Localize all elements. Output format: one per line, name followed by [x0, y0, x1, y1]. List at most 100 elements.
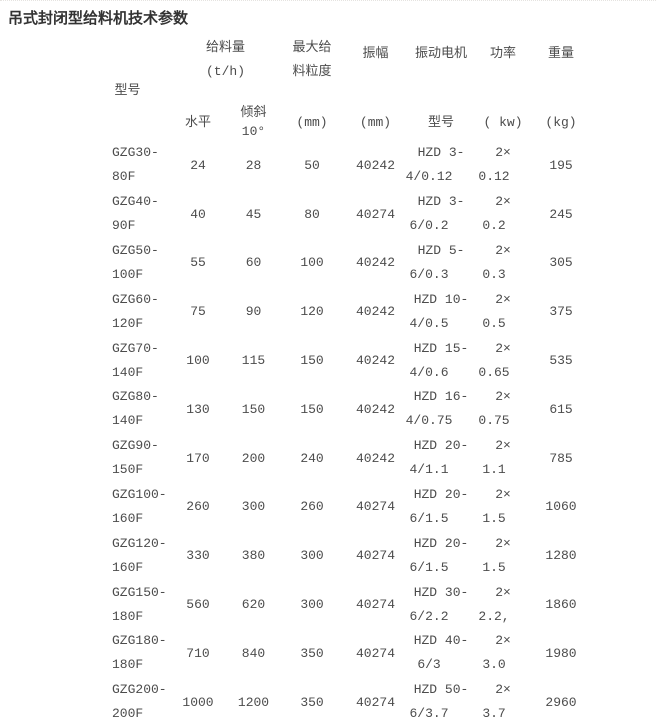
- model-line1: GZG180-: [112, 633, 167, 649]
- model-line2: 140F: [112, 413, 144, 429]
- col-header-weight-unit: (kg): [545, 114, 577, 130]
- power-line1: 2×: [495, 194, 511, 210]
- weight-cell: 1980: [545, 645, 577, 661]
- power-cell: 2× 0.3: [474, 239, 532, 288]
- model-line2: 180F: [112, 608, 144, 624]
- weight-cell: 785: [549, 450, 573, 466]
- table-row: GZG180- 180F 710 840 350 40274 HZD 40- 6…: [85, 629, 590, 678]
- amplitude-cell: 40274: [356, 548, 396, 564]
- power-cell: 2× 0.75: [474, 385, 532, 434]
- model-line2: 120F: [112, 315, 144, 331]
- model-line1: GZG30-: [112, 145, 159, 161]
- col-header-weight: 重量: [548, 46, 575, 61]
- feed-rate-unit: (t/h): [206, 64, 246, 79]
- model-line1: GZG200-: [112, 682, 167, 698]
- model-line2: 100F: [112, 266, 144, 282]
- inclined-label-line2: 10°: [241, 124, 266, 139]
- amplitude-cell: 40242: [356, 304, 396, 320]
- power-line2: 0.2: [482, 218, 506, 234]
- power-cell: 2× 2.2,: [474, 580, 532, 629]
- feed-inclined-cell: 28: [245, 157, 262, 173]
- amplitude-cell: 40242: [356, 157, 396, 173]
- power-line1: 2×: [495, 633, 511, 649]
- model-cell: GZG100- 160F: [85, 483, 170, 532]
- motor-model-line1: HZD 5-: [417, 242, 465, 258]
- col-header-power-unit: ( kw): [483, 114, 523, 130]
- model-line1: GZG120-: [112, 535, 167, 551]
- power-cell: 2× 3.0: [474, 629, 532, 678]
- model-line2: 200F: [112, 706, 144, 722]
- feed-horizontal-cell: 75: [190, 304, 206, 320]
- motor-model-cell: HZD 20- 6/1.5: [408, 531, 474, 580]
- feed-horizontal-cell: 130: [186, 401, 210, 417]
- motor-model-line1: HZD 30-: [413, 584, 469, 600]
- max-particle-cell: 300: [300, 548, 324, 564]
- top-divider: [0, 0, 656, 1]
- max-particle-cell: 240: [300, 450, 324, 466]
- motor-model-line1: HZD 20-: [413, 535, 469, 551]
- model-cell: GZG30- 80F: [85, 141, 170, 190]
- power-line2: 0.75: [478, 413, 510, 429]
- amplitude-cell: 40242: [356, 353, 396, 369]
- table-row: GZG80- 140F 130 150 150 40242 HZD 16- 4/…: [85, 385, 590, 434]
- amplitude-cell: 40242: [356, 401, 396, 417]
- col-header-amplitude-unit: (mm): [359, 114, 392, 130]
- power-cell: 2× 0.65: [474, 336, 532, 385]
- motor-model-line1: HZD 50-: [413, 682, 469, 698]
- power-line1: 2×: [495, 340, 511, 356]
- feed-horizontal-cell: 560: [186, 597, 210, 613]
- power-line2: 0.12: [478, 169, 510, 185]
- weight-cell: 305: [549, 255, 573, 271]
- motor-model-cell: HZD 3- 4/0.12: [406, 141, 474, 190]
- feed-inclined-cell: 150: [241, 401, 266, 417]
- col-header-feed-rate: 给料量 (t/h): [170, 35, 281, 103]
- feed-inclined-cell: 300: [241, 499, 266, 515]
- power-cell: 2× 1.5: [474, 531, 532, 580]
- max-particle-cell: 50: [304, 157, 320, 173]
- col-header-motor: 振动电机: [415, 46, 468, 61]
- feed-rate-label: 给料量: [206, 40, 246, 55]
- power-cell: 2× 1.1: [474, 434, 532, 483]
- motor-model-line2: 6/0.2: [409, 218, 449, 234]
- model-line2: 90F: [112, 218, 136, 234]
- model-cell: GZG90- 150F: [85, 434, 170, 483]
- table-row: GZG200- 200F 1000 1200 350 40274 HZD 50-…: [85, 678, 590, 727]
- model-line2: 160F: [112, 510, 144, 526]
- motor-model-line2: 4/1.1: [409, 462, 449, 478]
- power-line1: 2×: [495, 584, 511, 600]
- feed-horizontal-cell: 40: [190, 206, 206, 222]
- inclined-label-line1: 倾斜: [240, 105, 267, 120]
- model-line1: GZG50-: [112, 242, 159, 258]
- motor-model-line1: HZD 20-: [413, 438, 469, 454]
- header-row-top: 型号 给料量 (t/h) 最大给 料粒度 振幅 振动电机 功率 重量: [85, 35, 590, 103]
- model-line2: 180F: [112, 657, 144, 673]
- amplitude-cell: 40274: [356, 597, 396, 613]
- power-line2: 1.1: [482, 462, 506, 478]
- max-particle-label-line1: 最大给: [292, 40, 332, 55]
- motor-model-cell: HZD 40- 6/3: [408, 629, 474, 678]
- power-line1: 2×: [495, 242, 511, 258]
- power-line1: 2×: [495, 291, 511, 307]
- motor-model-line2: 4/0.75: [405, 413, 453, 429]
- model-line1: GZG80-: [112, 389, 159, 405]
- motor-model-line1: HZD 10-: [413, 291, 469, 307]
- power-line1: 2×: [495, 682, 511, 698]
- motor-model-cell: HZD 20- 4/1.1: [408, 434, 474, 483]
- motor-model-line2: 6/3: [417, 657, 441, 673]
- max-particle-cell: 120: [300, 304, 324, 320]
- feed-horizontal-cell: 24: [190, 157, 206, 173]
- table-row: GZG50- 100F 55 60 100 40242 HZD 5- 6/0.3…: [85, 239, 590, 288]
- col-header-max-particle: 最大给 料粒度: [281, 35, 343, 103]
- motor-model-line2: 6/1.5: [409, 559, 449, 575]
- feed-inclined-cell: 380: [241, 548, 266, 564]
- motor-model-cell: HZD 10- 4/0.5: [408, 287, 474, 336]
- model-cell: GZG80- 140F: [85, 385, 170, 434]
- power-line1: 2×: [495, 145, 511, 161]
- table-body: GZG30- 80F 24 28 50 40242 HZD 3- 4/0.12 …: [85, 141, 590, 727]
- motor-model-line1: HZD 40-: [413, 633, 469, 649]
- power-cell: 2× 0.12: [474, 141, 532, 190]
- power-line1: 2×: [495, 438, 511, 454]
- motor-model-line1: HZD 20-: [413, 486, 469, 502]
- model-line2: 80F: [112, 169, 136, 185]
